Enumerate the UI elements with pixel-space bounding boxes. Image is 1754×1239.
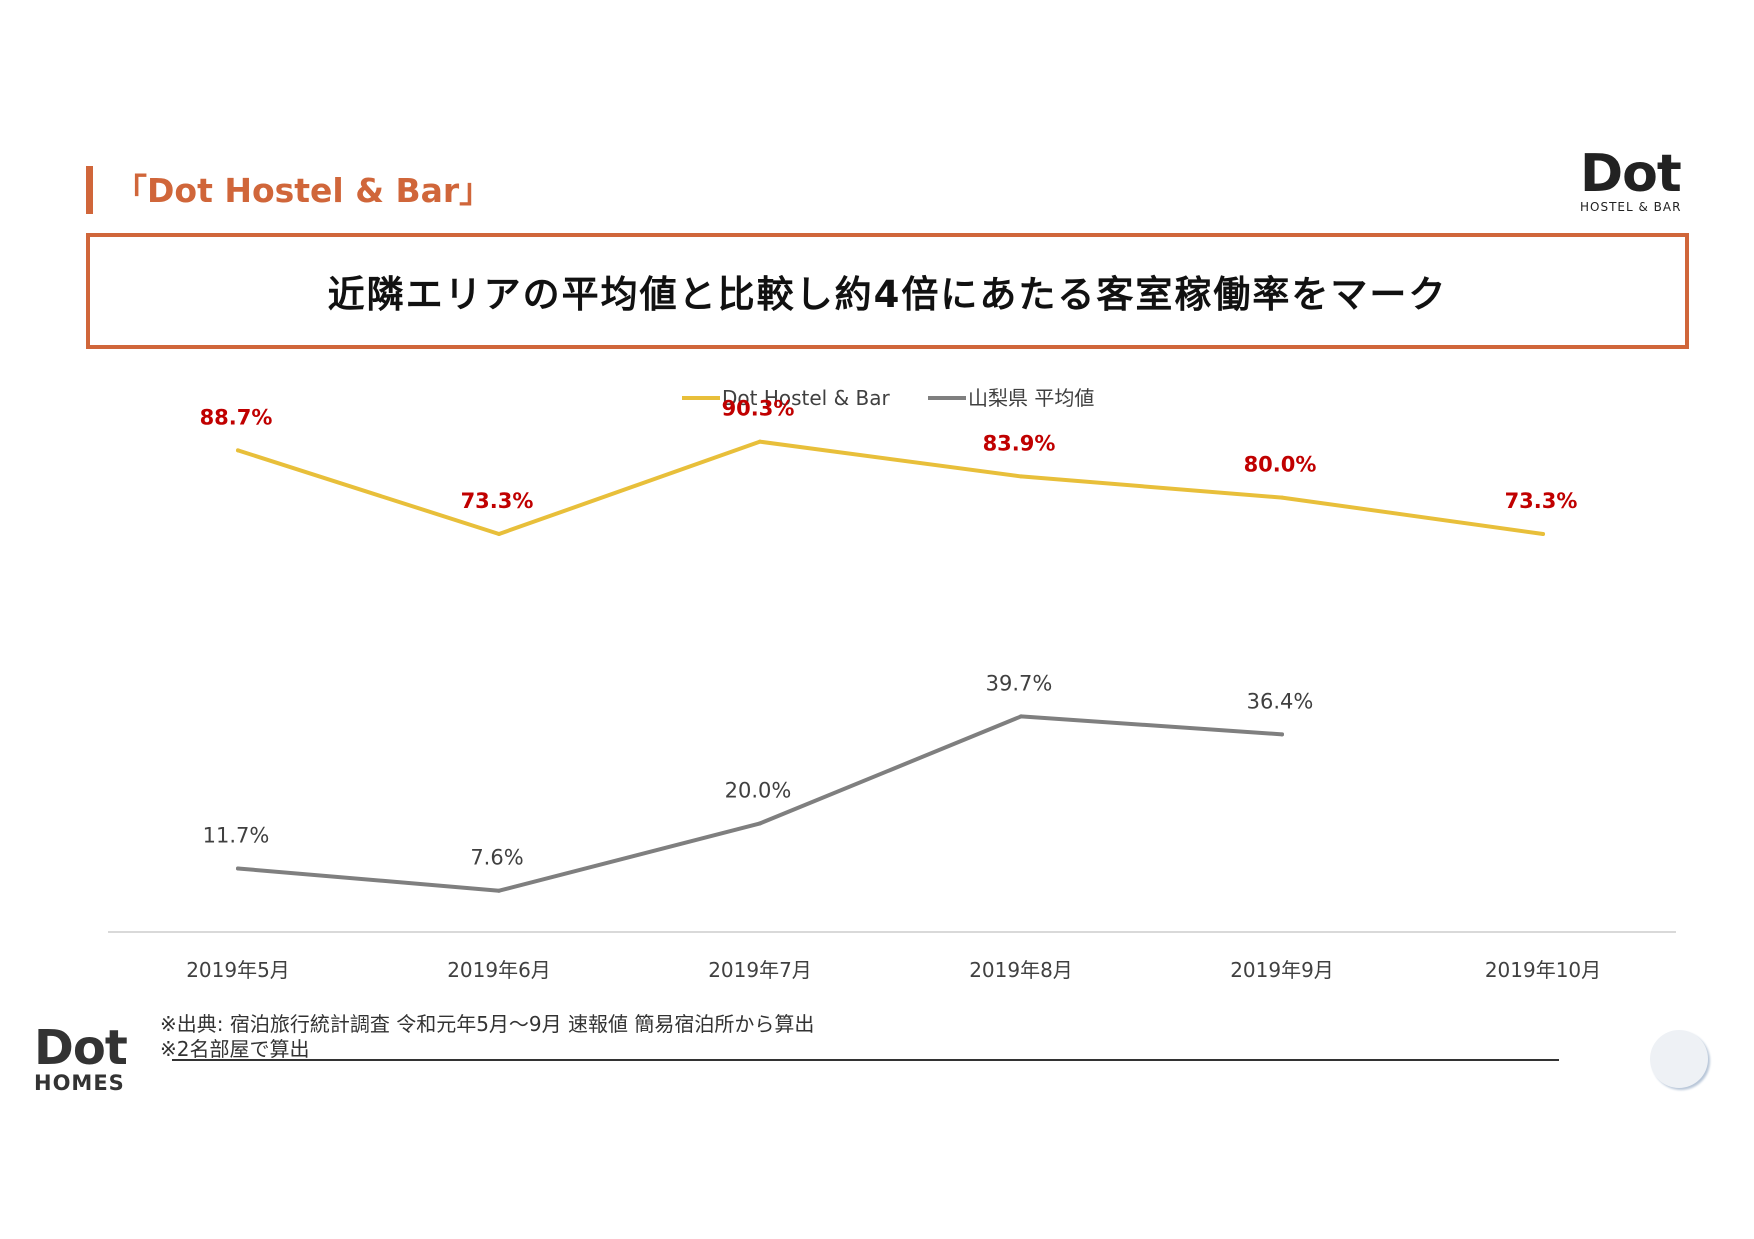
footer-logo-subtitle: HOMES [34, 1071, 125, 1095]
series-line-0 [236, 439, 1545, 536]
x-tick-label: 2019年7月 [708, 958, 812, 982]
data-label: 11.7% [203, 823, 270, 847]
data-label: 80.0% [1244, 453, 1317, 477]
section-accent-bar [86, 166, 93, 214]
x-tick-label: 2019年8月 [969, 958, 1073, 982]
occupancy-line-chart: Dot Hostel & Bar 山梨県 平均値 2019年5月 2019年6月 201… [108, 386, 1676, 982]
data-label: 20.0% [725, 778, 792, 802]
headline-text: 近隣エリアの平均値と比較し約4倍にあたる客室稼働率をマーク [327, 273, 1448, 316]
data-label: 36.4% [1247, 689, 1314, 713]
x-tick-label: 2019年6月 [447, 958, 551, 982]
data-point [1541, 531, 1545, 536]
data-label: 73.3% [461, 489, 534, 513]
data-point [1019, 474, 1023, 479]
x-tick-label: 2019年10月 [1485, 958, 1601, 982]
circle-action-button[interactable] [1650, 1030, 1708, 1088]
footnote-divider [172, 1059, 1559, 1061]
legend-label-1: 山梨県 平均値 [968, 386, 1094, 410]
x-tick-label: 2019年5月 [186, 958, 290, 982]
data-point [236, 866, 240, 871]
data-point [497, 531, 501, 536]
data-label: 7.6% [470, 846, 523, 870]
data-point [758, 821, 762, 826]
legend-label-0: Dot Hostel & Bar [722, 386, 891, 410]
data-point [1280, 495, 1284, 500]
brand-logo-wordmark: Dot [1580, 144, 1682, 204]
data-label: 83.9% [983, 431, 1056, 455]
data-label: 73.3% [1505, 489, 1578, 513]
brand-logo: Dot HOSTEL & BAR [1580, 148, 1702, 220]
headline-box: 近隣エリアの平均値と比較し約4倍にあたる客室稼働率をマーク [86, 233, 1689, 349]
brand-logo-subtitle: HOSTEL & BAR [1580, 200, 1682, 214]
footer-logo-wordmark: Dot [34, 1020, 128, 1076]
footnote-room: ※2名部屋で算出 [160, 1037, 310, 1061]
data-point [497, 888, 501, 893]
data-label: 39.7% [986, 671, 1053, 695]
data-point [1019, 714, 1023, 719]
footer-logo: Dot HOMES [34, 1024, 144, 1094]
series-line-1 [236, 714, 1284, 893]
data-point [236, 448, 240, 453]
data-point [1280, 732, 1284, 737]
footnote-source: ※出典: 宿泊旅行統計調査 令和元年5月～9月 速報値 簡易宿泊所から算出 [160, 1012, 815, 1036]
data-label: 88.7% [200, 405, 273, 429]
section-title: 「Dot Hostel & Bar」 [114, 171, 493, 210]
data-point [758, 439, 762, 444]
x-tick-label: 2019年9月 [1230, 958, 1334, 982]
data-label: 90.3% [722, 397, 795, 421]
